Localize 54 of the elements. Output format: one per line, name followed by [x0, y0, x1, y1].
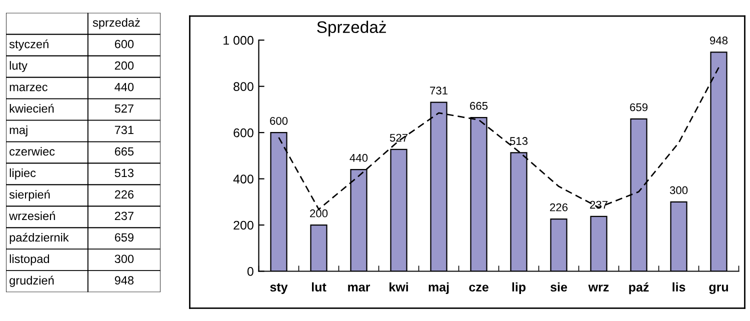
- category-label: czerwiec: [10, 146, 55, 156]
- y-tick-label: 600: [234, 128, 254, 138]
- data-label: 440: [350, 154, 368, 162]
- data-label: 948: [710, 36, 728, 44]
- category-label: maj: [10, 125, 28, 136]
- data-label: 665: [114, 147, 134, 156]
- data-label: 200: [310, 209, 328, 218]
- data-label: 226: [114, 190, 134, 199]
- data-label: 659: [114, 233, 134, 242]
- x-tick-label: paź: [629, 282, 649, 294]
- x-tick-label: sty: [270, 283, 288, 294]
- x-tick-label: wrz: [588, 284, 609, 292]
- y-tick-label: 800: [234, 82, 254, 91]
- data-label: 948: [114, 276, 134, 285]
- data-label: 659: [630, 103, 648, 112]
- data-label: 513: [114, 168, 134, 178]
- x-tick-label: mar: [348, 284, 370, 292]
- data-label: 731: [114, 126, 134, 134]
- data-label: 300: [670, 186, 688, 194]
- chart-title: Sprzedaż: [317, 20, 386, 36]
- x-tick-label: lis: [672, 282, 686, 292]
- category-label: luty: [10, 61, 28, 72]
- data-label: 600: [114, 40, 134, 48]
- data-label: 237: [114, 212, 134, 220]
- category-label: styczeń: [9, 39, 48, 51]
- x-tick-label: lut: [312, 282, 326, 292]
- category-label: grudzień: [10, 276, 54, 287]
- data-label: 527: [114, 104, 134, 113]
- x-tick-label: cze: [469, 284, 488, 292]
- x-tick-label: lip: [512, 282, 526, 294]
- data-label: 665: [470, 102, 488, 110]
- category-label: lipiec: [10, 168, 36, 180]
- category-label: kwiecień: [10, 104, 54, 113]
- data-label: 731: [430, 86, 448, 95]
- y-tick-label: 400: [233, 174, 254, 184]
- data-label: 440: [114, 82, 134, 92]
- category-label: listopad: [10, 254, 50, 266]
- category-label: październik: [10, 232, 69, 244]
- x-tick-label: gru: [709, 284, 728, 294]
- category-label: marzec: [10, 84, 48, 92]
- category-label: wrzesień: [9, 211, 55, 220]
- y-tick-label: 0: [247, 267, 254, 276]
- data-label: 600: [270, 116, 288, 125]
- x-tick-label: maj: [428, 282, 449, 294]
- x-tick-label: sie: [550, 282, 568, 292]
- category-label: sierpień: [9, 190, 50, 202]
- data-label: 200: [114, 61, 134, 70]
- x-tick-label: kwi: [390, 282, 408, 292]
- y-tick-label: 1 000: [224, 36, 254, 45]
- text: sprzedaż: [92, 18, 140, 30]
- data-label: 513: [510, 137, 528, 145]
- y-tick-label: 200: [234, 220, 254, 230]
- data-label: 226: [550, 203, 568, 212]
- data-label: 300: [114, 254, 134, 264]
